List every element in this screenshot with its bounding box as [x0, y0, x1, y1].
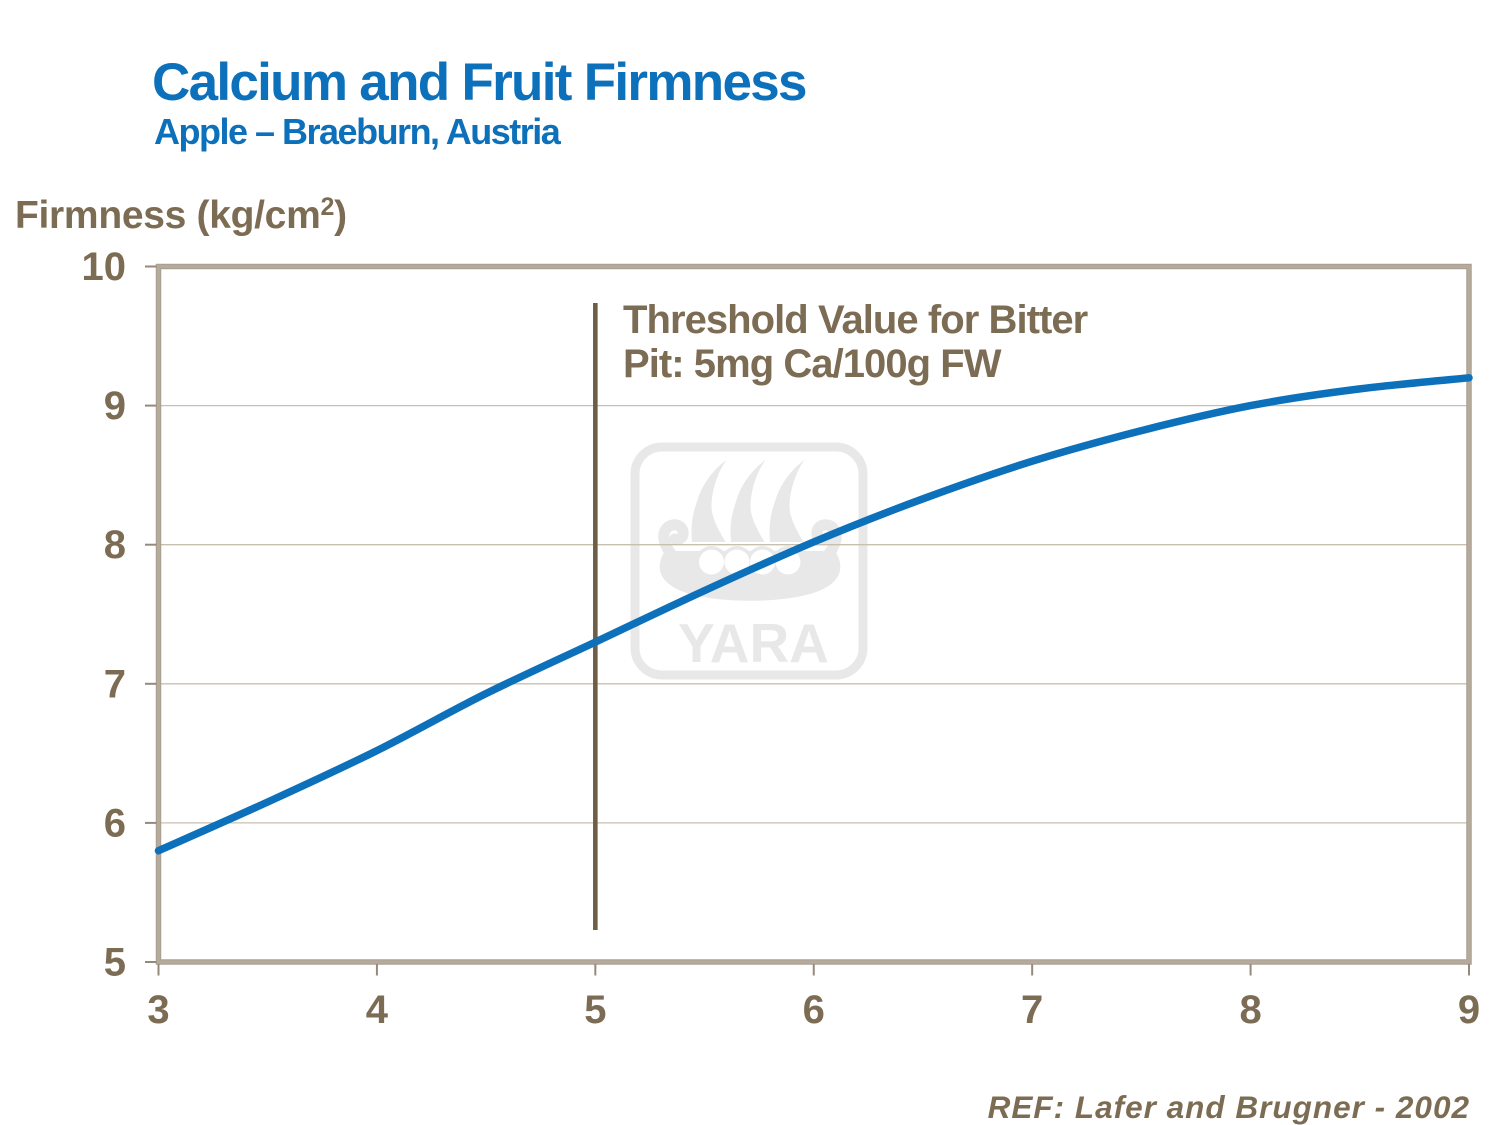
x-tick-label: 3 [147, 988, 169, 1032]
yara-logo-frame [630, 442, 868, 680]
yara-sail [730, 460, 766, 542]
y-tick-label: 5 [104, 941, 126, 985]
chart-title: Calcium and Fruit Firmness [152, 53, 807, 112]
yara-logo-sails [691, 460, 805, 542]
y-axis-title-superscript: 2 [320, 193, 335, 221]
yara-sail [691, 460, 727, 542]
x-tick-label: 6 [803, 988, 825, 1032]
y-tick-label: 10 [82, 245, 127, 289]
x-tick-label: 7 [1021, 988, 1043, 1032]
plot-border [156, 264, 1472, 965]
x-tick-label: 9 [1458, 988, 1480, 1032]
threshold-annotation-line1: Threshold Value for Bitter [623, 298, 1088, 342]
x-tick-label: 5 [584, 988, 606, 1032]
threshold-annotation: Threshold Value for Bitter Pit: 5mg Ca/1… [623, 298, 1088, 386]
yara-logo-text: YARA [678, 612, 829, 674]
y-axis-tick-labels: 5 6 7 8 9 10 [82, 245, 127, 985]
y-axis-title-close: ) [334, 194, 347, 237]
x-tick-label: 4 [366, 988, 389, 1032]
axis-ticks [145, 265, 1470, 976]
y-tick-label: 6 [104, 801, 126, 845]
y-tick-label: 9 [104, 384, 126, 428]
yara-shield [699, 549, 724, 575]
y-tick-label: 8 [104, 523, 126, 567]
x-tick-label: 8 [1239, 988, 1261, 1032]
threshold-annotation-line2: Pit: 5mg Ca/100g FW [623, 341, 1002, 386]
yara-sail [769, 460, 805, 542]
yara-shield [724, 549, 750, 575]
reference-text: REF: Lafer and Brugner - 2002 [987, 1089, 1470, 1125]
y-tick-label: 7 [104, 662, 126, 706]
yara-prow [658, 519, 689, 562]
y-axis-title: Firmness (kg/cm2) [15, 193, 347, 238]
plot-border-edge [160, 268, 1468, 961]
chart-subtitle: Apple – Braeburn, Austria [154, 111, 561, 152]
x-axis-tick-labels: 3 4 5 6 7 8 9 [147, 988, 1480, 1032]
series-line [154, 374, 1473, 855]
yara-logo-watermark: YARA [630, 442, 868, 680]
y-axis-title-text: Firmness (kg/cm [15, 194, 321, 237]
axes [155, 263, 1472, 965]
